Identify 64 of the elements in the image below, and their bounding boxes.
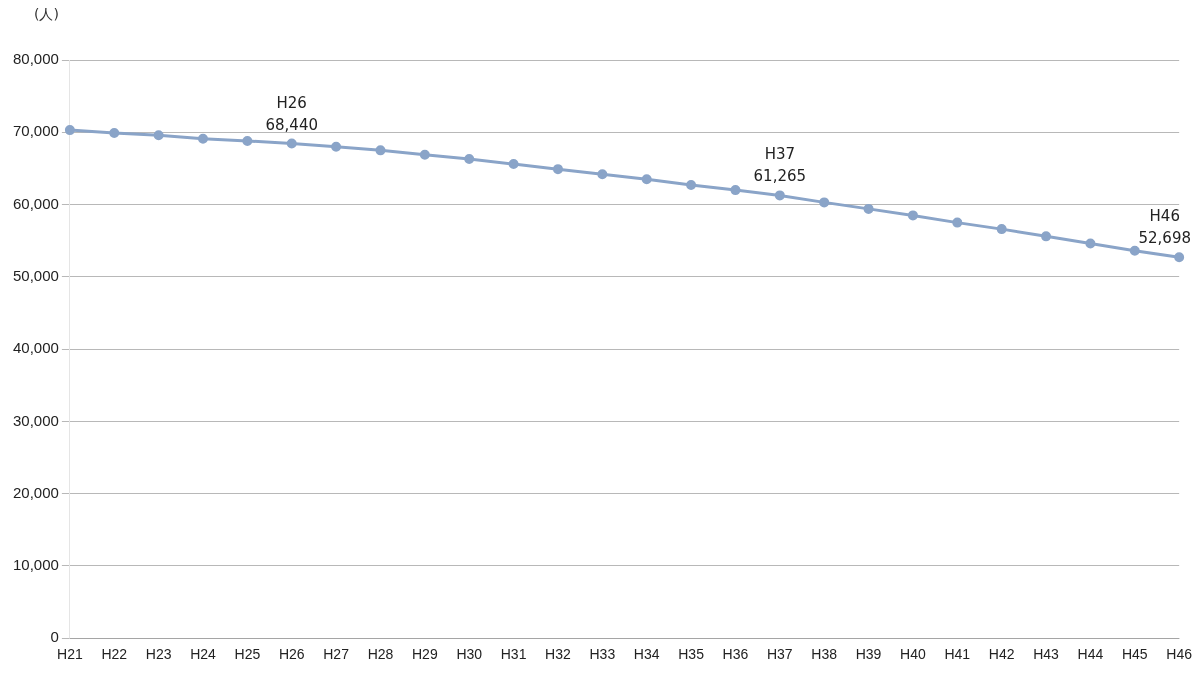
x-tick-label: H22 (101, 646, 128, 663)
x-tick-label: H35 (678, 646, 705, 663)
y-tick-label: 20,000 (12, 483, 59, 501)
x-tick-label: H31 (500, 646, 527, 663)
x-tick-label: H28 (367, 646, 394, 663)
x-tick-label: H39 (855, 646, 882, 663)
x-tick-label: H38 (811, 646, 838, 663)
y-axis-title: (人) (34, 6, 59, 24)
x-tick-label: H37 (766, 646, 793, 663)
point (242, 135, 253, 146)
y-tick-label: 60,000 (12, 194, 59, 212)
point (109, 128, 120, 138)
x-tick-label: H29 (412, 646, 438, 663)
x-tick-label: H36 (722, 646, 749, 663)
y-tick-label: 80,000 (12, 50, 59, 68)
point (952, 217, 963, 228)
x-tick-label: H24 (190, 646, 217, 663)
point (686, 180, 697, 191)
x-tick-label: H27 (323, 646, 350, 663)
point (286, 138, 297, 149)
point (1174, 252, 1185, 263)
x-tick-label: H26 (278, 646, 305, 663)
point (331, 141, 342, 152)
point (774, 190, 785, 201)
point (996, 224, 1007, 235)
point (730, 185, 741, 196)
x-tick-label: H42 (988, 646, 1015, 663)
x-tick-label: H45 (1121, 646, 1148, 663)
x-tick-label: H43 (1033, 646, 1060, 663)
y-tick-label: 10,000 (12, 556, 59, 574)
x-tick-label: H25 (234, 646, 261, 663)
annotation: H46 52,698 (1138, 207, 1192, 248)
x-tick-label: H46 (1166, 646, 1193, 663)
point (597, 169, 608, 180)
point (1129, 245, 1140, 256)
y-tick-label: 50,000 (12, 266, 59, 284)
point (508, 159, 519, 170)
point (1085, 238, 1096, 249)
annotation: H37 61,265 (753, 145, 807, 186)
y-tick-label: 30,000 (12, 411, 59, 429)
x-tick-label: H41 (944, 646, 971, 663)
x-tick-label: H34 (633, 646, 660, 663)
point (1041, 231, 1052, 242)
point (375, 145, 386, 156)
point (819, 197, 830, 208)
x-tick-label: H23 (145, 646, 172, 663)
x-tick-label: H44 (1077, 646, 1104, 663)
x-tick-label: H32 (545, 646, 572, 663)
x-tick-label: H21 (57, 646, 83, 663)
point (907, 210, 918, 221)
point (464, 154, 475, 165)
x-tick-label: H40 (900, 646, 926, 663)
x-tick-label: H33 (589, 646, 616, 663)
y-tick-label: 40,000 (12, 339, 59, 357)
point (153, 130, 164, 141)
y-tick-label: 0 (50, 628, 59, 646)
point (863, 203, 874, 214)
point (641, 174, 652, 185)
point (197, 133, 208, 144)
point (552, 164, 563, 175)
y-tick-label: 70,000 (12, 122, 59, 140)
annotation: H26 68,440 (265, 93, 318, 134)
x-tick-label: H30 (456, 646, 483, 663)
point (419, 149, 430, 160)
